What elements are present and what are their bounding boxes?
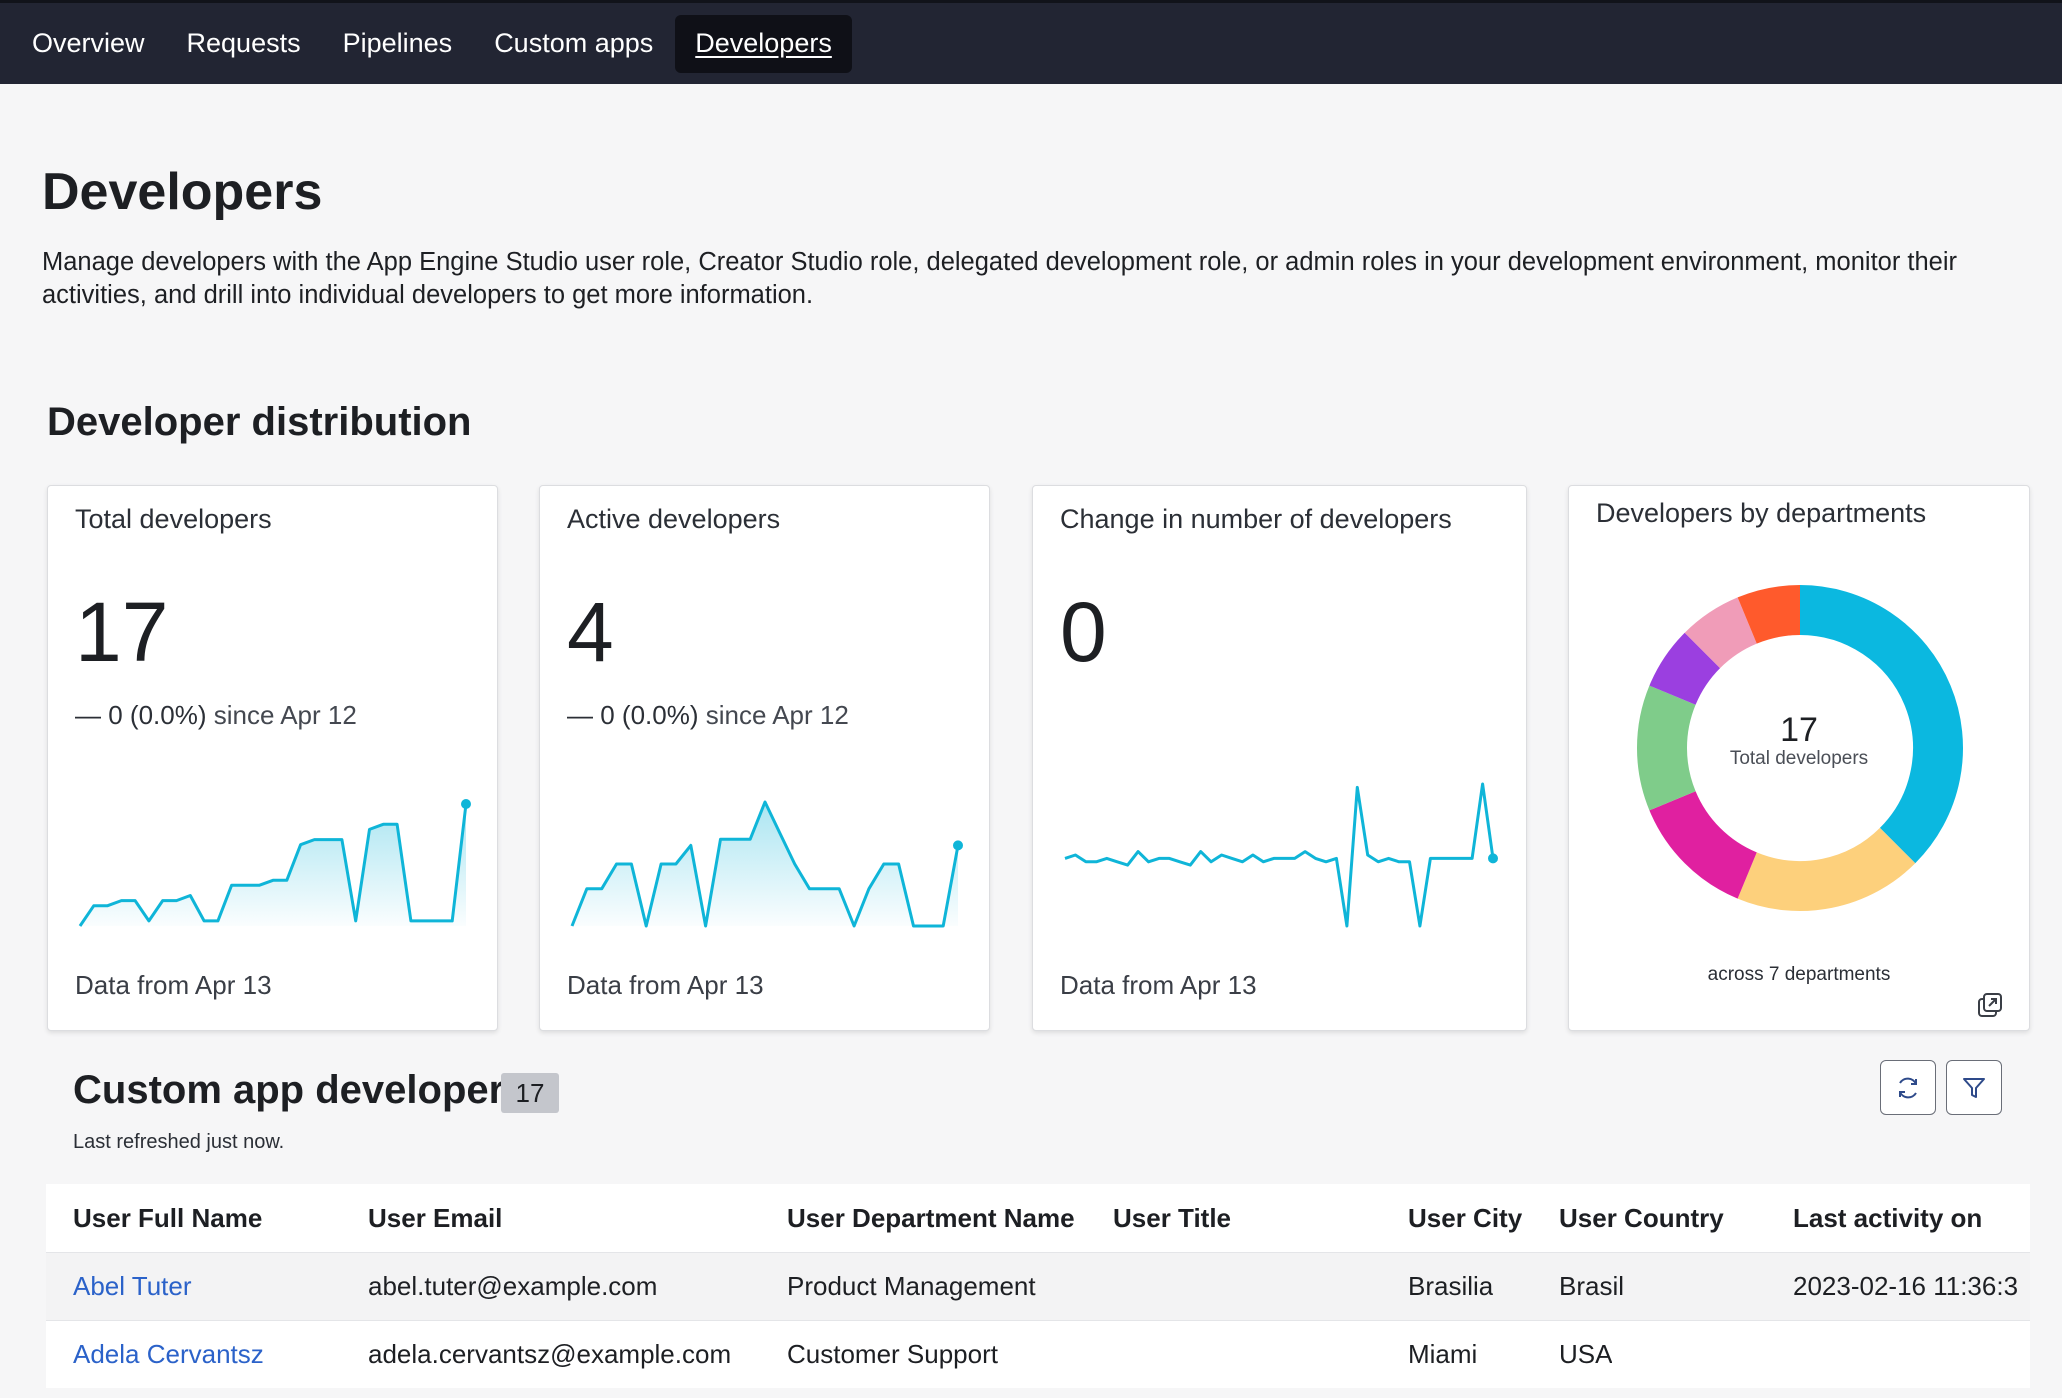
- column-header-department[interactable]: User Department Name: [787, 1202, 1075, 1233]
- sparkline-endpoint: [1488, 853, 1498, 864]
- donut-footer: across 7 departments: [1707, 964, 1891, 985]
- tab-developers[interactable]: Developers: [675, 14, 852, 73]
- card-title: Active developers: [567, 504, 781, 534]
- tab-custom-apps[interactable]: Custom apps: [494, 28, 654, 58]
- tab-requests[interactable]: Requests: [186, 28, 301, 58]
- table-row[interactable]: Abel Tuter abel.tuter@example.com Produc…: [46, 1252, 2030, 1320]
- user-email: abel.tuter@example.com: [368, 1271, 658, 1301]
- last-activity: 2023-02-16 11:36:3: [1793, 1271, 2019, 1301]
- departments-card[interactable]: Developers by departments 17 Total devel…: [1568, 485, 2030, 1031]
- page-description: Manage developers with the App Engine St…: [42, 248, 1958, 309]
- developer-count-badge: 17: [501, 1073, 559, 1113]
- column-header-last-activity[interactable]: Last activity on: [1793, 1202, 1983, 1233]
- departments-donut-chart: [1637, 585, 1963, 911]
- change-developers-card[interactable]: Change in number of developers 0 Data fr…: [1032, 485, 1527, 1031]
- sparkline-endpoint: [461, 799, 471, 809]
- donut-center-label: Total developers: [1729, 748, 1869, 769]
- active-developers-value: 4: [567, 585, 614, 679]
- change-summary: — 0 (0.0%) since Apr 12: [75, 700, 357, 731]
- donut-slice-dept-2[interactable]: [1737, 827, 1916, 911]
- tab-overview[interactable]: Overview: [32, 28, 145, 58]
- donut-slice-dept-7[interactable]: [1737, 585, 1801, 644]
- sparkline-area: [572, 802, 958, 926]
- user-department: Customer Support: [787, 1339, 998, 1369]
- active-developers-sparkline: [570, 800, 963, 928]
- donut-slice-dept-6[interactable]: [1684, 597, 1758, 669]
- last-refreshed-text: Last refreshed just now.: [73, 1131, 285, 1153]
- change-value: — 0 (0.0%): [75, 700, 207, 730]
- column-header-title[interactable]: User Title: [1113, 1202, 1232, 1233]
- sparkline-line: [1064, 782, 1495, 928]
- column-header-email[interactable]: User Email: [368, 1202, 503, 1233]
- donut-slice-dept-5[interactable]: [1649, 632, 1721, 706]
- card-footer: Data from Apr 13: [75, 970, 272, 1000]
- donut-center-value: 17: [1780, 711, 1818, 749]
- change-summary: — 0 (0.0%) since Apr 12: [567, 700, 849, 731]
- donut-slice-dept-4[interactable]: [1637, 685, 1696, 811]
- user-city: Miami: [1408, 1339, 1478, 1369]
- total-developers-sparkline: [78, 799, 471, 927]
- change-value: — 0 (0.0%): [567, 700, 699, 730]
- refresh-icon: [1899, 1077, 1917, 1098]
- card-title: Change in number of developers: [1060, 504, 1452, 534]
- user-country: Brasil: [1559, 1271, 1625, 1301]
- sparkline-endpoint: [953, 840, 963, 851]
- filter-button[interactable]: [1946, 1060, 2002, 1115]
- top-nav: Overview Requests Pipelines Custom apps …: [0, 0, 2062, 84]
- card-footer: Data from Apr 13: [1060, 970, 1257, 1000]
- column-header-city[interactable]: User City: [1408, 1202, 1523, 1233]
- sparkline-line: [78, 803, 468, 927]
- sparkline-line: [570, 800, 960, 928]
- change-since: since Apr 12: [705, 700, 849, 730]
- open-in-new-icon[interactable]: [1977, 992, 2003, 1018]
- developers-table: User Full Name User Email User Departmen…: [46, 1184, 2030, 1388]
- user-name-link[interactable]: Abel Tuter: [73, 1271, 192, 1301]
- donut-slice-dept-3[interactable]: [1649, 790, 1758, 899]
- user-email: adela.cervantsz@example.com: [368, 1339, 732, 1369]
- user-city: Brasilia: [1408, 1271, 1494, 1301]
- total-developers-value: 17: [75, 585, 169, 679]
- column-header-country[interactable]: User Country: [1559, 1202, 1724, 1233]
- tab-pipelines[interactable]: Pipelines: [342, 28, 453, 58]
- card-title: Developers by departments: [1596, 498, 1927, 528]
- page-title: Developers: [42, 163, 323, 221]
- change-developers-sparkline: [1064, 782, 1498, 928]
- table-header: User Full Name User Email User Departmen…: [46, 1184, 2030, 1252]
- filter-icon: [1963, 1077, 1985, 1098]
- user-department: Product Management: [787, 1271, 1036, 1301]
- user-country: USA: [1559, 1339, 1613, 1369]
- user-name-link[interactable]: Adela Cervantsz: [73, 1339, 264, 1369]
- change-developers-value: 0: [1060, 585, 1107, 679]
- refresh-button[interactable]: [1880, 1060, 1936, 1115]
- total-developers-card[interactable]: Total developers 17 — 0 (0.0%) since Apr…: [47, 485, 498, 1031]
- card-footer: Data from Apr 13: [567, 970, 764, 1000]
- developer-distribution-heading: Developer distribution: [47, 400, 472, 444]
- column-header-full-name[interactable]: User Full Name: [73, 1202, 263, 1233]
- table-row[interactable]: Adela Cervantsz adela.cervantsz@example.…: [46, 1320, 2030, 1388]
- change-since: since Apr 12: [213, 700, 357, 730]
- active-developers-card[interactable]: Active developers 4 — 0 (0.0%) since Apr…: [539, 485, 990, 1031]
- card-title: Total developers: [75, 504, 272, 534]
- custom-app-developers-heading: Custom app developers: [73, 1068, 527, 1112]
- donut-slice-dept-1[interactable]: [1799, 585, 1963, 864]
